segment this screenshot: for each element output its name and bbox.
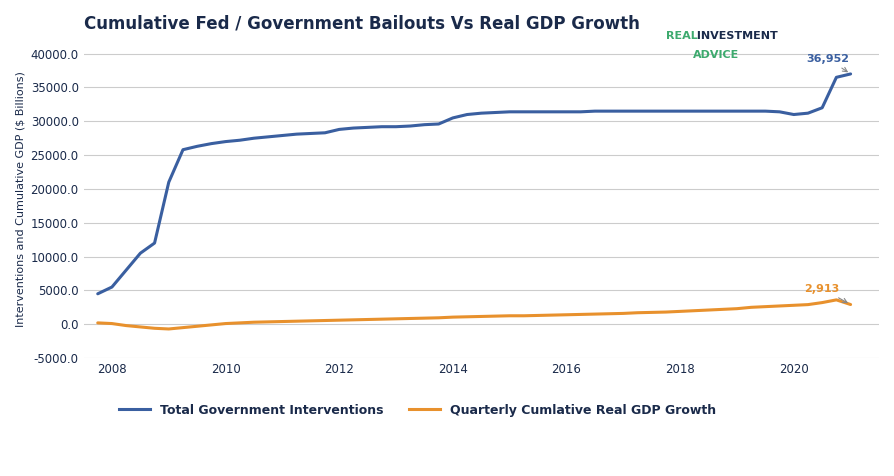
Text: 36,952: 36,952 [806, 54, 849, 72]
Text: REAL: REAL [666, 31, 698, 41]
Legend: Total Government Interventions, Quarterly Cumlative Real GDP Growth: Total Government Interventions, Quarterl… [114, 399, 721, 422]
Text: ADVICE: ADVICE [693, 50, 739, 60]
Text: Cumulative Fed / Government Bailouts Vs Real GDP Growth: Cumulative Fed / Government Bailouts Vs … [83, 15, 639, 33]
Text: ···: ··· [631, 41, 645, 54]
Y-axis label: Interventions and Cumulative GDP ($ Billions): Interventions and Cumulative GDP ($ Bill… [15, 71, 25, 327]
Text: 2,913: 2,913 [805, 284, 848, 303]
Text: INVESTMENT: INVESTMENT [693, 31, 778, 41]
